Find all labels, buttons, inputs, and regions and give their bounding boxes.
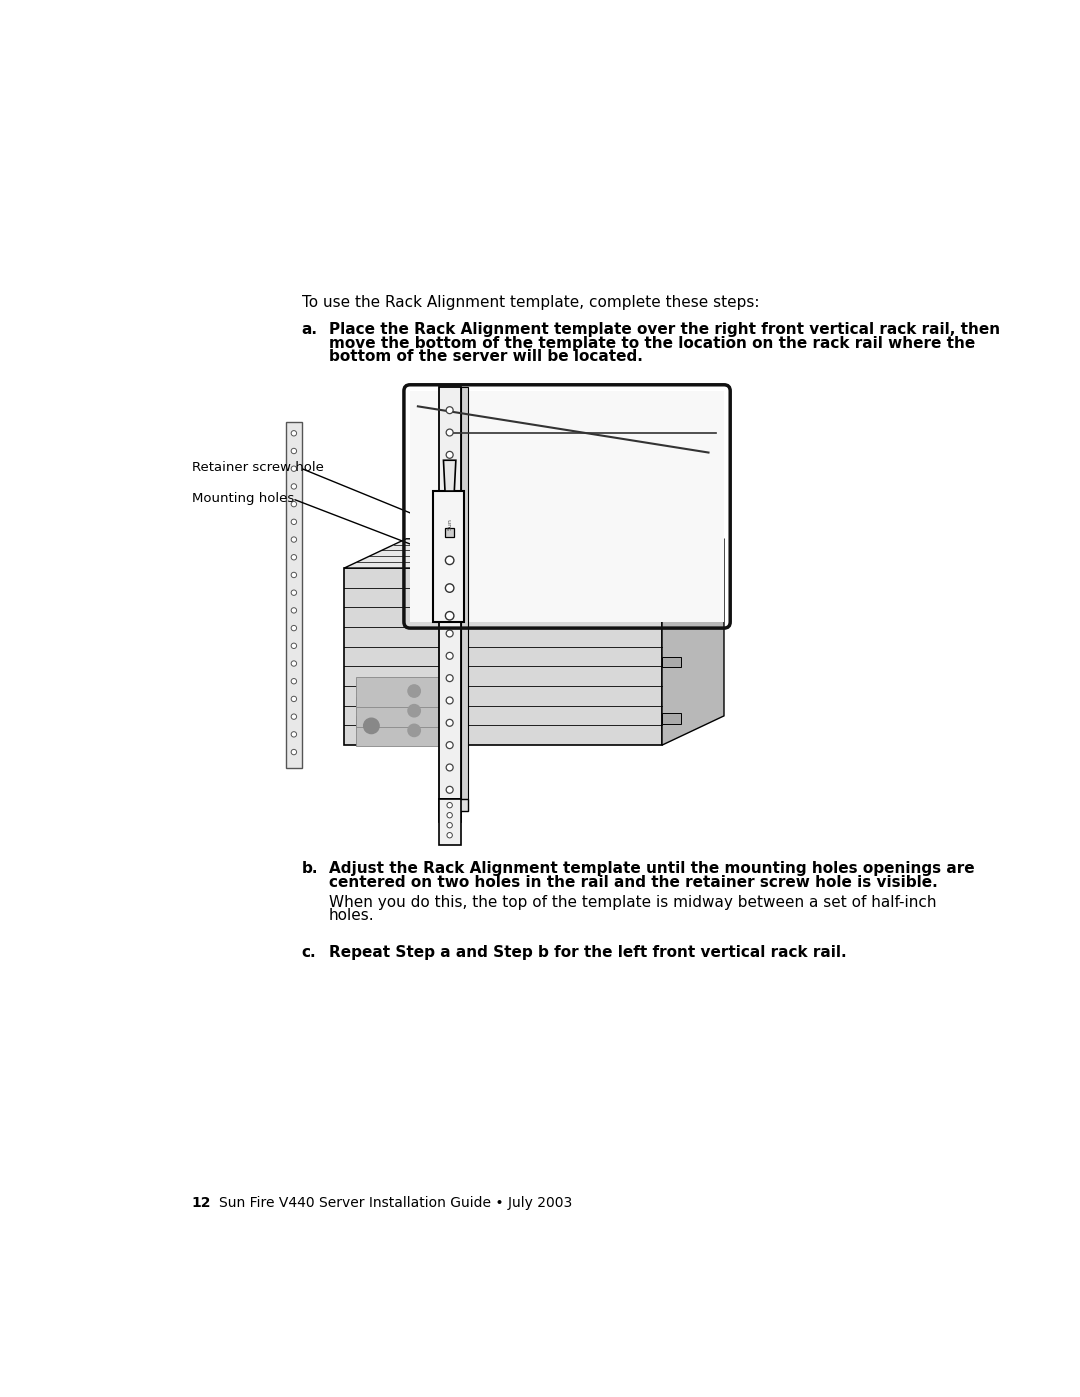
Circle shape	[446, 451, 454, 458]
Circle shape	[447, 833, 453, 838]
Polygon shape	[662, 657, 681, 668]
Circle shape	[446, 407, 454, 414]
Circle shape	[447, 802, 453, 807]
Circle shape	[445, 584, 454, 592]
Polygon shape	[662, 539, 724, 745]
Text: centered on two holes in the rail and the retainer screw hole is visible.: centered on two holes in the rail and th…	[328, 875, 937, 890]
Text: Place the Rack Alignment template over the right front vertical rack rail, then: Place the Rack Alignment template over t…	[328, 321, 1000, 337]
Circle shape	[446, 585, 454, 592]
Circle shape	[445, 556, 454, 564]
Circle shape	[292, 520, 297, 524]
Circle shape	[292, 502, 297, 507]
Circle shape	[408, 685, 420, 697]
Circle shape	[292, 661, 297, 666]
Circle shape	[292, 467, 297, 471]
Polygon shape	[438, 799, 469, 810]
Circle shape	[446, 787, 454, 793]
Polygon shape	[460, 387, 469, 799]
Polygon shape	[286, 422, 301, 768]
Polygon shape	[356, 678, 454, 707]
Circle shape	[446, 652, 454, 659]
Circle shape	[292, 448, 297, 454]
Circle shape	[292, 573, 297, 578]
Circle shape	[446, 764, 454, 771]
Circle shape	[446, 697, 454, 704]
Circle shape	[446, 563, 454, 570]
Polygon shape	[438, 799, 460, 845]
Text: Retainer screw hole: Retainer screw hole	[191, 461, 323, 475]
Circle shape	[292, 643, 297, 648]
Circle shape	[292, 696, 297, 701]
Text: Adjust the Rack Alignment template until the mounting holes openings are: Adjust the Rack Alignment template until…	[328, 861, 974, 876]
Circle shape	[292, 714, 297, 719]
Text: c.: c.	[301, 946, 316, 960]
Circle shape	[446, 630, 454, 637]
Text: To use the Rack Alignment template, complete these steps:: To use the Rack Alignment template, comp…	[301, 295, 759, 310]
Text: b.: b.	[301, 861, 319, 876]
Circle shape	[446, 719, 454, 726]
Polygon shape	[345, 569, 662, 745]
Polygon shape	[438, 387, 460, 799]
Polygon shape	[356, 697, 454, 726]
Polygon shape	[662, 714, 681, 724]
Circle shape	[292, 483, 297, 489]
Circle shape	[364, 718, 379, 733]
Text: bottom of the server will be located.: bottom of the server will be located.	[328, 349, 643, 365]
Circle shape	[408, 704, 420, 717]
Circle shape	[446, 742, 454, 749]
Circle shape	[447, 823, 453, 828]
Circle shape	[408, 724, 420, 736]
Polygon shape	[410, 391, 724, 622]
Circle shape	[446, 541, 454, 548]
Circle shape	[446, 518, 454, 525]
Text: Sun: Sun	[447, 518, 453, 529]
Circle shape	[447, 813, 453, 817]
Circle shape	[446, 675, 454, 682]
Text: Mounting holes: Mounting holes	[191, 492, 294, 506]
Text: holes.: holes.	[328, 908, 375, 923]
Circle shape	[446, 474, 454, 481]
Bar	[445, 528, 455, 538]
Circle shape	[292, 679, 297, 685]
Polygon shape	[345, 539, 724, 569]
Circle shape	[292, 626, 297, 631]
Circle shape	[292, 732, 297, 738]
Circle shape	[446, 608, 454, 615]
Text: 12: 12	[191, 1196, 211, 1210]
Text: Repeat Step a and Step b for the left front vertical rack rail.: Repeat Step a and Step b for the left fr…	[328, 946, 847, 960]
Text: When you do this, the top of the template is midway between a set of half-inch: When you do this, the top of the templat…	[328, 894, 936, 909]
Text: Sun Fire V440 Server Installation Guide • July 2003: Sun Fire V440 Server Installation Guide …	[218, 1196, 572, 1210]
Text: move the bottom of the template to the location on the rack rail where the: move the bottom of the template to the l…	[328, 335, 975, 351]
Polygon shape	[444, 460, 456, 490]
Circle shape	[292, 536, 297, 542]
Circle shape	[292, 608, 297, 613]
Circle shape	[292, 555, 297, 560]
Circle shape	[292, 430, 297, 436]
Polygon shape	[356, 717, 454, 746]
Polygon shape	[438, 799, 460, 823]
Circle shape	[446, 429, 454, 436]
Circle shape	[292, 590, 297, 595]
Circle shape	[292, 749, 297, 754]
Polygon shape	[433, 490, 463, 622]
Circle shape	[445, 612, 454, 620]
Text: a.: a.	[301, 321, 318, 337]
Circle shape	[446, 496, 454, 503]
